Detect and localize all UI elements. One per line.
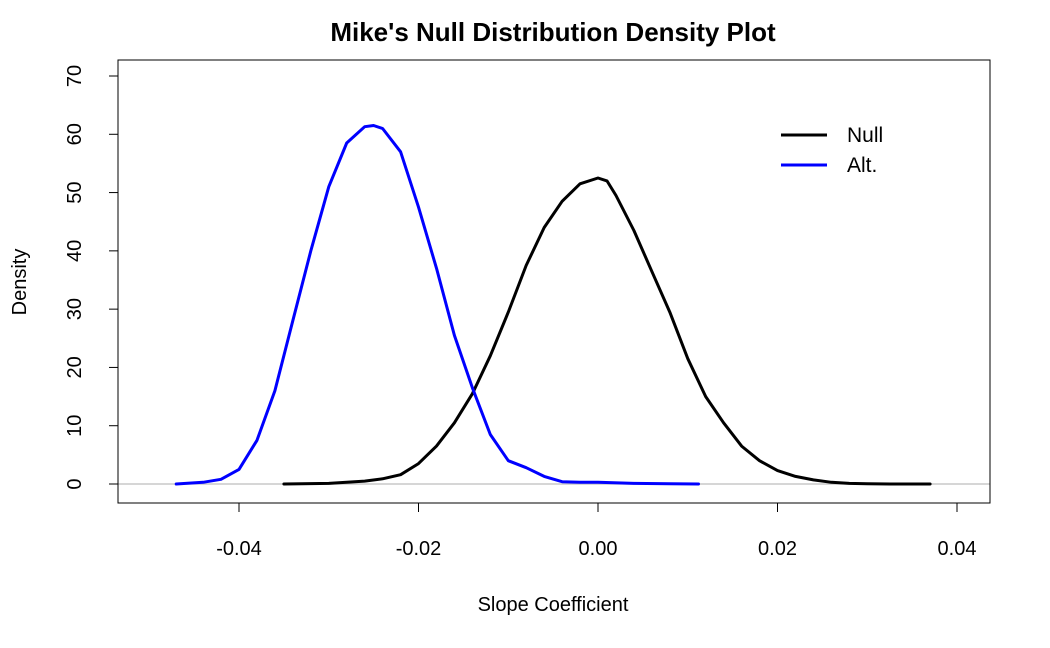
y-tick-label: 10 xyxy=(64,415,86,437)
y-tick-label: 20 xyxy=(64,356,86,378)
x-tick-label: 0.00 xyxy=(579,538,618,560)
y-tick-label: 70 xyxy=(64,65,86,87)
legend-label: Null xyxy=(847,124,883,147)
x-tick-label: -0.04 xyxy=(216,538,262,560)
y-tick-label: 60 xyxy=(64,123,86,145)
y-axis: 0 10 20 30 40 50 60 70 xyxy=(64,65,119,490)
legend: Null Alt. xyxy=(781,124,883,177)
x-tick-label: -0.02 xyxy=(396,538,442,560)
y-tick-label: 0 xyxy=(64,478,86,489)
x-tick-label: 0.04 xyxy=(938,538,977,560)
y-tick-label: 50 xyxy=(64,181,86,203)
x-axis-title: Slope Coefficient xyxy=(478,594,629,616)
series-layer xyxy=(174,124,932,486)
y-tick-label: 30 xyxy=(64,298,86,320)
y-tick-label: 40 xyxy=(64,240,86,262)
x-tick-label: 0.02 xyxy=(758,538,797,560)
chart-title: Mike's Null Distribution Density Plot xyxy=(330,17,776,47)
series-line-alt xyxy=(174,124,700,486)
legend-label: Alt. xyxy=(847,154,877,177)
y-axis-title: Density xyxy=(9,249,31,316)
x-axis: -0.04 -0.02 0.00 0.02 0.04 xyxy=(216,502,977,560)
series-line-null xyxy=(282,176,932,486)
